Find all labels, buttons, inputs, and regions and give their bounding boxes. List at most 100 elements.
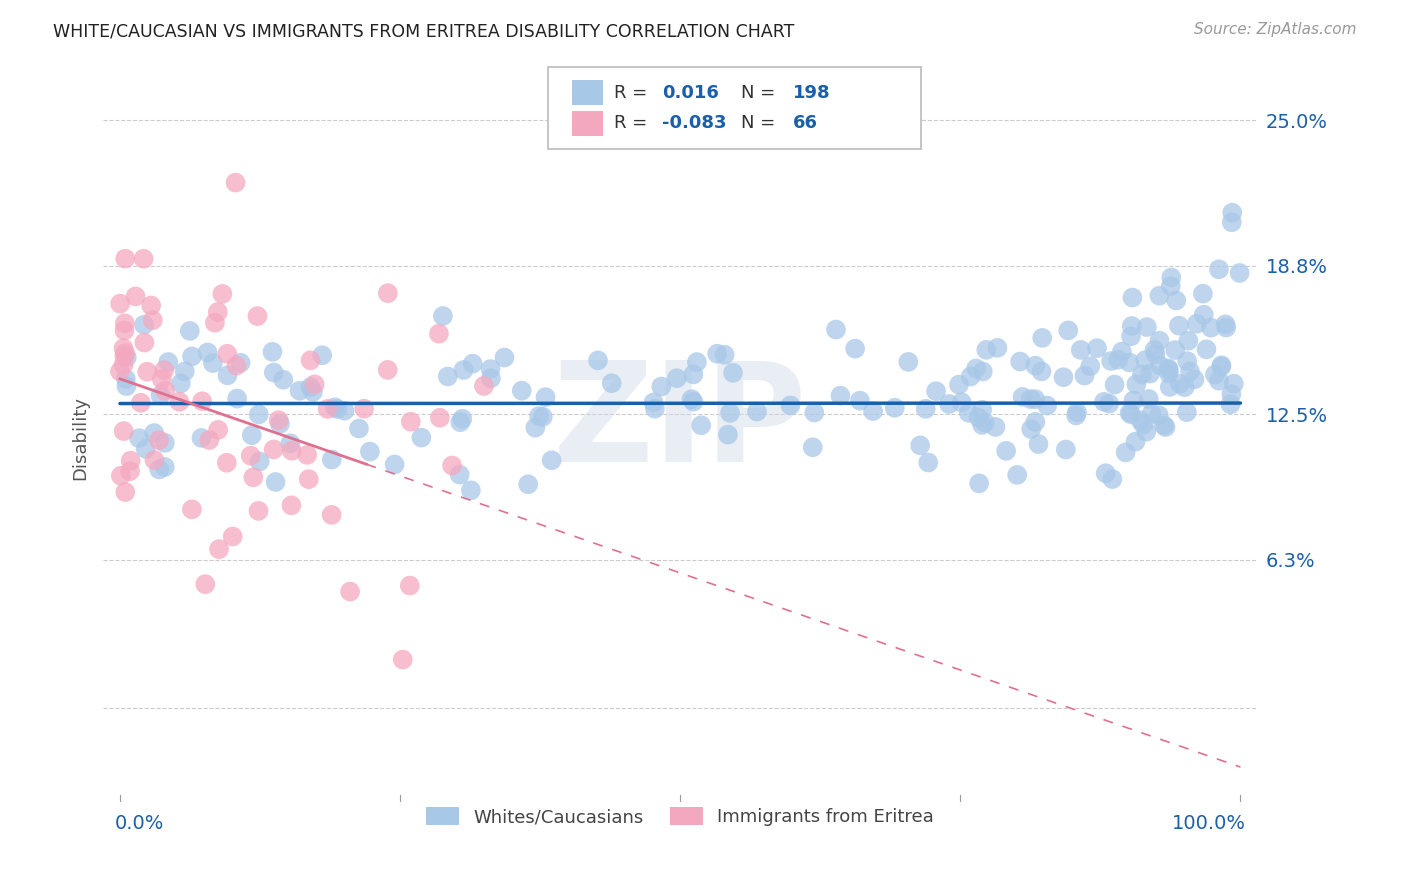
- Point: [1149, 359, 1171, 373]
- Point: [1118, 406, 1140, 420]
- Point: [321, 452, 343, 467]
- Text: 0.0%: 0.0%: [114, 814, 163, 833]
- Point: [169, 394, 191, 409]
- Point: [925, 384, 948, 399]
- Point: [429, 410, 451, 425]
- Point: [112, 358, 135, 372]
- Point: [321, 508, 343, 522]
- Point: [1028, 437, 1050, 451]
- Point: [1024, 415, 1046, 429]
- Point: [1064, 409, 1087, 423]
- Point: [779, 398, 801, 412]
- Point: [114, 316, 136, 330]
- Point: [217, 368, 239, 383]
- Point: [1121, 318, 1143, 333]
- Point: [650, 379, 672, 393]
- Point: [1164, 343, 1187, 357]
- Point: [1125, 434, 1147, 449]
- Point: [1157, 367, 1180, 381]
- Point: [208, 542, 231, 557]
- Point: [114, 485, 136, 500]
- Point: [948, 377, 970, 392]
- Point: [460, 483, 482, 498]
- Point: [222, 529, 245, 543]
- Point: [1204, 368, 1226, 382]
- Point: [143, 425, 166, 440]
- Point: [299, 380, 322, 394]
- Point: [246, 309, 269, 323]
- Point: [586, 353, 609, 368]
- Point: [1175, 354, 1198, 368]
- Point: [339, 584, 361, 599]
- Point: [453, 363, 475, 377]
- Point: [1118, 355, 1140, 369]
- Point: [1211, 359, 1233, 374]
- Point: [527, 409, 550, 423]
- Point: [288, 384, 311, 398]
- Point: [1111, 344, 1133, 359]
- Point: [1132, 417, 1154, 432]
- Point: [973, 416, 995, 430]
- Point: [267, 413, 290, 427]
- Point: [333, 403, 356, 417]
- Point: [801, 440, 824, 454]
- Point: [803, 405, 825, 419]
- Point: [1220, 205, 1243, 219]
- Point: [129, 396, 152, 410]
- Point: [1144, 347, 1167, 361]
- Point: [347, 421, 370, 435]
- Point: [249, 454, 271, 468]
- Point: [1036, 399, 1059, 413]
- Point: [398, 578, 420, 592]
- Point: [1160, 279, 1182, 293]
- Point: [972, 417, 994, 432]
- Point: [128, 431, 150, 445]
- Point: [108, 296, 131, 310]
- Point: [959, 369, 981, 384]
- Point: [965, 361, 987, 376]
- Text: 198: 198: [793, 84, 831, 102]
- Point: [1125, 377, 1147, 392]
- Point: [690, 418, 713, 433]
- Point: [115, 351, 138, 365]
- Point: [1024, 392, 1046, 407]
- Point: [1066, 405, 1088, 419]
- Text: ZIP: ZIP: [553, 356, 807, 491]
- Text: WHITE/CAUCASIAN VS IMMIGRANTS FROM ERITREA DISABILITY CORRELATION CHART: WHITE/CAUCASIAN VS IMMIGRANTS FROM ERITR…: [53, 22, 794, 40]
- Point: [304, 377, 326, 392]
- Point: [1157, 362, 1180, 376]
- Point: [215, 456, 238, 470]
- Point: [644, 401, 666, 416]
- Point: [298, 472, 321, 486]
- Point: [1219, 397, 1241, 411]
- Point: [207, 305, 229, 319]
- Point: [263, 442, 285, 457]
- Point: [280, 443, 302, 458]
- Point: [302, 384, 325, 399]
- Point: [240, 428, 263, 442]
- Point: [510, 384, 533, 398]
- Point: [1154, 420, 1177, 434]
- Point: [1215, 320, 1237, 334]
- Point: [225, 359, 247, 373]
- Point: [1054, 442, 1077, 457]
- Text: N =: N =: [741, 114, 780, 132]
- Y-axis label: Disability: Disability: [72, 396, 89, 480]
- Point: [201, 356, 224, 370]
- Point: [139, 298, 162, 312]
- Point: [115, 372, 138, 386]
- Point: [849, 393, 872, 408]
- Point: [1177, 334, 1199, 348]
- Point: [681, 392, 703, 407]
- Point: [114, 346, 136, 360]
- Point: [1121, 291, 1143, 305]
- Point: [1019, 422, 1042, 436]
- Point: [1153, 418, 1175, 433]
- Point: [451, 411, 474, 425]
- Point: [517, 477, 540, 491]
- Point: [1174, 380, 1197, 394]
- Point: [1052, 370, 1074, 384]
- Point: [461, 357, 484, 371]
- Point: [153, 459, 176, 474]
- Point: [432, 309, 454, 323]
